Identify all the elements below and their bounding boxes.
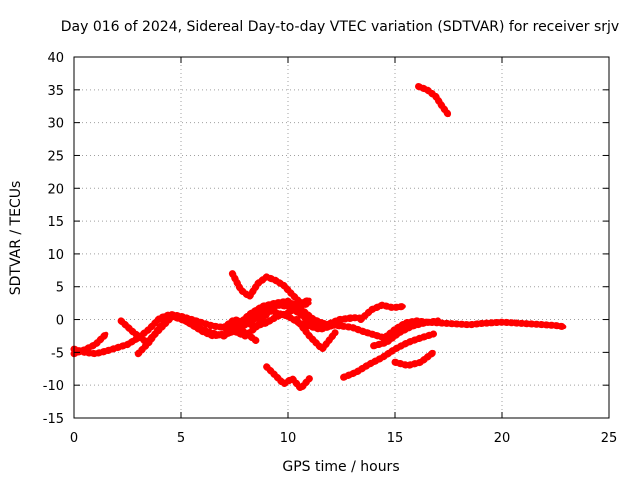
- series-track-8-markers: [231, 322, 260, 344]
- series-track-6-markers: [228, 270, 313, 307]
- x-tick-labels: 0 5 10 15 20 25: [70, 431, 617, 446]
- series-track-13-markers: [357, 301, 408, 323]
- series-track-7-markers: [220, 299, 313, 331]
- series-track-14-markers: [391, 348, 437, 369]
- x-axis-title: GPS time / hours: [282, 459, 399, 475]
- y-tick-label: 40: [47, 51, 64, 66]
- y-tick-label: -10: [43, 379, 64, 394]
- series-layer: [70, 83, 568, 392]
- y-tick-label: 30: [47, 117, 64, 132]
- y-tick-label: 35: [47, 84, 64, 99]
- x-tick-label: 10: [280, 431, 297, 446]
- y-tick-label: -5: [51, 346, 64, 361]
- y-tick-label: 5: [56, 281, 64, 296]
- x-tick-label: 5: [177, 431, 185, 446]
- series-track-12-markers: [370, 317, 442, 350]
- y-tick-label: 15: [47, 215, 64, 230]
- plot-frame: [73, 56, 610, 419]
- series-track-15-markers: [415, 83, 452, 119]
- y-tick-label: -15: [43, 412, 64, 427]
- series-track-10-markers: [293, 316, 339, 353]
- y-axis-title: SDTVAR / TECUs: [8, 181, 24, 296]
- grid-layer: [74, 57, 609, 418]
- chart-title: Day 016 of 2024, Sidereal Day-to-day VTE…: [61, 19, 619, 35]
- series-track-11-markers: [340, 330, 437, 381]
- y-tick-label: 10: [47, 248, 64, 263]
- tick-layer: [73, 56, 610, 419]
- x-tick-label: 25: [601, 431, 618, 446]
- x-tick-label: 15: [387, 431, 404, 446]
- series-track-9-markers: [263, 363, 313, 392]
- y-tick-label: 25: [47, 149, 64, 164]
- x-tick-label: 20: [494, 431, 511, 446]
- y-tick-label: 20: [47, 182, 64, 197]
- y-tick-label: 0: [56, 314, 64, 329]
- y-tick-labels: -15 -10 -5 0 5 10 15 20 25 30 35 40: [43, 51, 64, 427]
- x-tick-label: 0: [70, 431, 78, 446]
